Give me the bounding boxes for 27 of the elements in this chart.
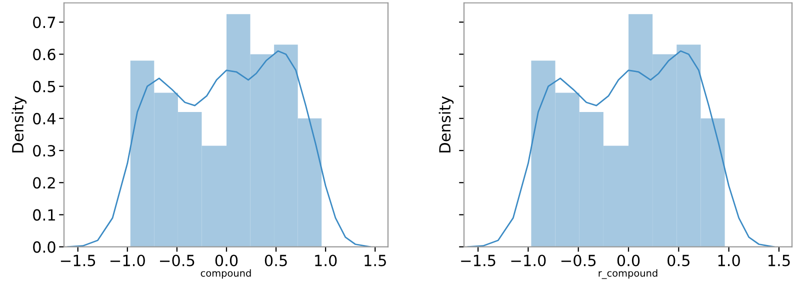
x-tick-label: 0.5 <box>668 254 690 266</box>
y-tick-label: 0.6 <box>33 48 56 60</box>
x-tick-label: 1.0 <box>718 254 740 266</box>
x-tick-label: 1.0 <box>315 254 337 266</box>
x-tick-label: 1.5 <box>364 254 386 266</box>
y-tick-label: 0.0 <box>33 241 56 253</box>
x-tick-label: −0.5 <box>160 254 194 266</box>
x-tick-label: 0.5 <box>264 254 287 266</box>
y-tick-label: 0.2 <box>33 177 55 189</box>
y-tick-label: 0.1 <box>33 209 55 221</box>
y-tick-label: 0.5 <box>33 80 56 92</box>
x-tick-label: 1.5 <box>768 254 790 266</box>
x-tick-label: −1.0 <box>110 254 145 266</box>
x-tick-label: 0.0 <box>617 254 640 266</box>
line-series <box>67 50 371 247</box>
x-tick-label: −1.5 <box>60 254 96 266</box>
y-axis-title: Density <box>438 96 454 152</box>
x-tick-label: −1.0 <box>511 254 546 266</box>
x-tick-label: 0.0 <box>215 254 238 266</box>
x-axis-title: r_compound <box>598 269 658 279</box>
y-tick-label: 0.7 <box>33 16 56 28</box>
y-axis-title: Density <box>12 96 27 152</box>
x-tick-label: −0.5 <box>561 254 596 266</box>
x-axis-title: compound <box>200 269 251 279</box>
y-tick-label: 0.3 <box>33 144 56 157</box>
x-tick-label: −1.5 <box>461 254 496 266</box>
y-tick-label: 0.4 <box>33 112 56 124</box>
